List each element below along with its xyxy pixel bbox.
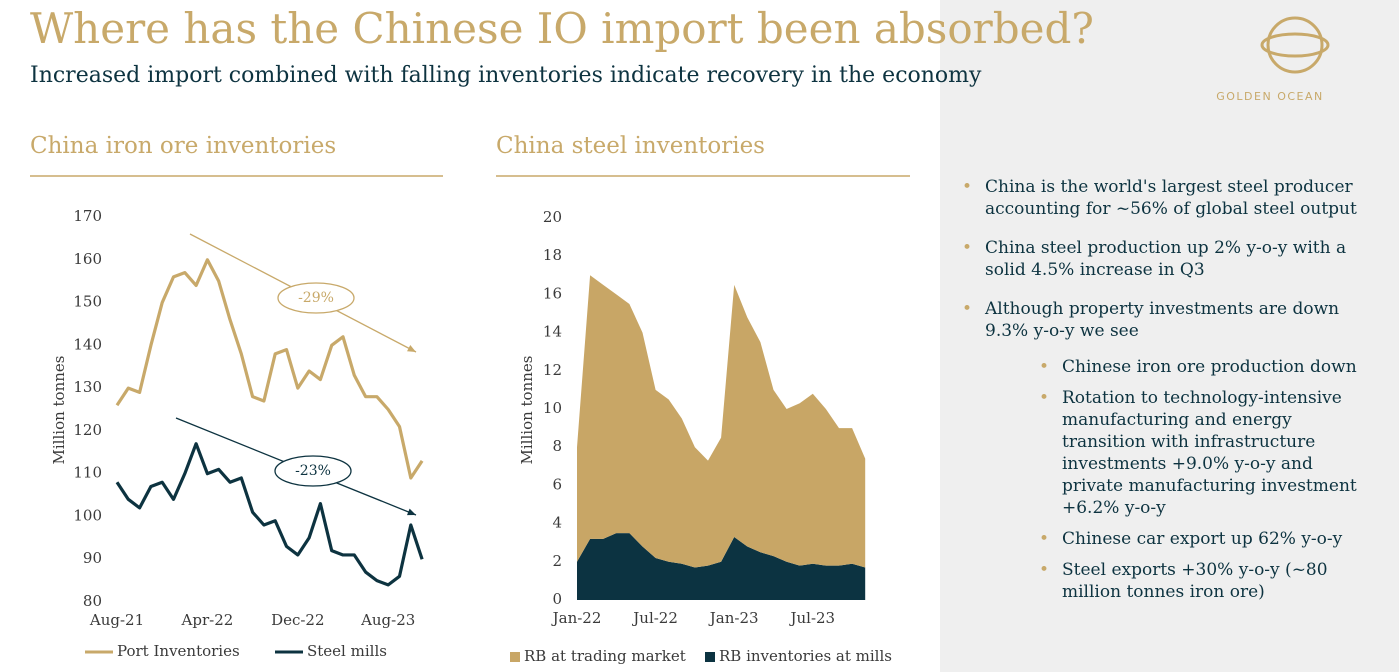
y-tick-label: 130 (73, 378, 102, 396)
x-tick-label: Aug-23 (360, 611, 415, 629)
bullet: China steel production up 2% y-o-y with … (962, 237, 1372, 281)
sub-bullet: Steel exports +30% y-o-y (~80 million to… (1039, 559, 1372, 603)
legend-label: RB inventories at mills (719, 647, 892, 665)
annotation: -23% (295, 463, 331, 479)
bullet-text: China is the world's largest steel produ… (985, 177, 1357, 219)
annotation: -29% (298, 290, 334, 306)
bullets: China is the world's largest steel produ… (962, 176, 1372, 603)
x-tick-label: Jan-23 (708, 609, 759, 627)
y-axis-label: Million tonnes (50, 356, 68, 465)
bullet-list: China is the world's largest steel produ… (962, 176, 1372, 620)
sub-bullet: Rotation to technology-intensive manufac… (1039, 387, 1372, 519)
y-tick-label: 2 (552, 552, 562, 570)
line (115, 442, 424, 587)
y-tick-label: 16 (543, 284, 562, 302)
y-axis-label: Million tonnes (518, 356, 536, 465)
bullet-text: China steel production up 2% y-o-y with … (985, 238, 1347, 280)
y-tick-label: 12 (543, 361, 562, 379)
area (577, 275, 866, 568)
y-tick-label: 0 (552, 590, 562, 608)
subtitle: Increased import combined with falling i… (30, 63, 982, 88)
x-tick-label: Dec-22 (271, 611, 324, 629)
y-tick-label: 100 (73, 506, 102, 524)
legend-swatch (510, 652, 520, 662)
legend-label: RB at trading market (524, 647, 686, 665)
x-tick-label: Jan-22 (551, 609, 602, 627)
y-tick-label: 18 (543, 246, 562, 264)
x-tick-label: Jul-22 (631, 609, 678, 627)
y-tick-label: 6 (552, 475, 562, 493)
y-tick-label: 10 (543, 399, 562, 417)
logo-mark (1260, 16, 1330, 74)
bullet: China is the world's largest steel produ… (962, 176, 1372, 220)
y-tick-label: 20 (543, 208, 562, 226)
x-tick-label: Jul-23 (788, 609, 835, 627)
title: Where has the Chinese IO import been abs… (30, 4, 1094, 53)
sub-bullet: Chinese iron ore production down (1039, 356, 1372, 378)
annotation-bubble (277, 282, 355, 314)
x-tick-label: Apr-22 (181, 611, 234, 629)
chart-title: China iron ore inventories (30, 133, 336, 159)
y-tick-label: 140 (73, 335, 102, 353)
y-tick-label: 120 (73, 421, 102, 439)
arrow-head (407, 345, 416, 352)
y-tick-label: 80 (83, 592, 102, 610)
bullet: Although property investments are down 9… (962, 298, 1372, 603)
legend-label: Port Inventories (117, 642, 240, 660)
sub-bullets: Chinese iron ore production down Rotation… (985, 356, 1372, 603)
logo-text: GOLDEN OCEAN (1216, 90, 1324, 103)
y-tick-label: 160 (73, 250, 102, 268)
legend-swatch (705, 652, 715, 662)
y-tick-label: 8 (552, 437, 562, 455)
annotation-bubble (274, 455, 352, 487)
y-tick-label: 4 (552, 514, 562, 532)
area (577, 533, 866, 600)
sub-bullet: Chinese car export up 62% y-o-y (1039, 528, 1372, 550)
y-tick-label: 170 (73, 207, 102, 225)
y-tick-label: 90 (83, 549, 102, 567)
x-tick-label: Aug-21 (89, 611, 144, 629)
y-tick-label: 150 (73, 293, 102, 311)
legend-label: Steel mills (307, 642, 387, 660)
y-tick-label: 14 (543, 323, 562, 341)
bullet-text: Although property investments are down 9… (985, 299, 1340, 341)
chart-title: China steel inventories (496, 133, 765, 159)
y-tick-label: 110 (73, 464, 102, 482)
arrow-head (407, 508, 416, 516)
line (115, 258, 424, 480)
